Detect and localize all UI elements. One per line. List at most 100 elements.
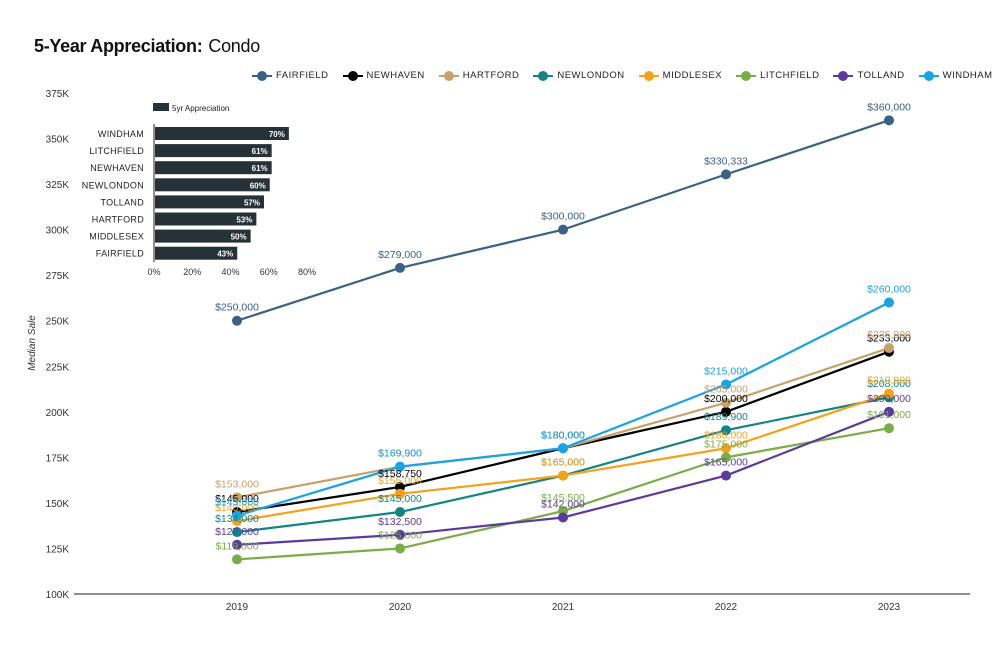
data-point-fairfield [558,224,568,235]
legend-item-tolland: TOLLAND [833,70,904,81]
y-tick-label: 225K [46,362,70,373]
inset-category-label: MIDDLESEX [89,232,144,242]
data-point-tolland [721,470,731,481]
x-tick-label: 2022 [715,602,738,613]
data-point-tolland [558,512,568,523]
inset-bar-litchfield [155,144,272,158]
chart-title-main: 5-Year Appreciation: [34,36,203,56]
chart-title: 5-Year Appreciation: Condo [34,36,260,57]
data-label-fairfield: $250,000 [215,302,259,314]
inset-category-label: LITCHFIELD [89,146,144,156]
inset-bar-fairfield [155,246,238,260]
inset-x-tick-label: 20% [183,267,201,277]
data-label-newlondon: $189,900 [704,411,748,423]
inset-bar-value: 43% [217,250,233,259]
inset-x-tick-label: 60% [260,267,278,277]
legend-label: NEWLONDON [557,70,625,81]
inset-legend-label: 5yr Appreciation [172,104,229,113]
data-point-hartford [884,343,894,354]
data-point-litchfield [884,423,894,434]
data-label-litchfield: $191,000 [867,409,911,421]
data-label-middlesex: $210,000 [867,375,911,387]
inset-legend-swatch [153,103,169,111]
inset-category-label: NEWLONDON [82,180,144,190]
data-point-windham [232,510,242,521]
legend-label: FAIRFIELD [276,70,329,81]
data-label-newhaven: $145,000 [215,493,259,505]
legend-swatch [736,70,757,81]
legend-swatch [252,70,272,81]
x-tick-label: 2021 [552,602,575,613]
data-point-hartford [721,397,731,408]
inset-bar-middlesex [155,229,251,243]
data-point-middlesex [884,388,894,399]
data-point-fairfield [232,315,242,326]
data-label-hartford: $235,000 [867,329,911,341]
inset-category-label: FAIRFIELD [96,249,144,259]
data-point-fairfield [884,115,894,126]
y-tick-label: 150K [46,499,70,510]
data-point-newlondon [721,425,731,436]
y-axis-label: Median Sale [27,315,38,371]
legend-swatch [918,70,939,81]
data-label-fairfield: $360,000 [867,101,911,113]
data-label-middlesex: $165,000 [541,457,585,469]
x-tick-label: 2023 [878,602,901,613]
inset-x-tick-label: 40% [221,267,239,277]
legend-swatch [342,70,363,81]
data-label-newlondon: $134,000 [215,513,259,525]
data-point-litchfield [232,554,242,565]
inset-category-label: TOLLAND [101,197,145,207]
data-label-windham: $143,000 [215,497,259,509]
data-point-tolland [884,406,894,417]
inset-bar-tolland [155,195,265,209]
data-point-newlondon [232,527,242,538]
y-tick-label: 350K [46,135,70,146]
data-label-windham: $169,900 [378,448,422,460]
data-label-newlondon: $145,000 [378,493,422,505]
data-label-hartford: $205,000 [704,384,748,396]
data-label-fairfield: $300,000 [541,211,585,223]
legend-item-litchfield: LITCHFIELD [736,70,819,81]
inset-bar-value: 50% [231,233,247,242]
inset-bar-value: 61% [252,164,268,173]
data-label-newhaven: $233,000 [867,333,911,345]
legend-label: MIDDLESEX [662,70,723,81]
inset-x-tick-label: 0% [147,267,160,277]
data-label-newhaven: $158,750 [378,468,422,480]
x-tick-label: 2019 [226,602,249,613]
y-tick-label: 300K [46,226,70,237]
data-label-tolland: $200,000 [867,393,911,405]
inset-bar-value: 53% [236,216,252,225]
legend-item-fairfield: FAIRFIELD [252,70,329,81]
legend-swatch [833,70,854,81]
data-label-litchfield: $175,000 [704,438,748,450]
inset-bar-hartford [155,212,257,226]
inset-bar-value: 61% [252,147,268,156]
data-point-middlesex [721,443,731,454]
series-line-windham [236,301,890,517]
chart-legend: FAIRFIELD NEWHAVEN HARTFORD NEWLONDON MIDDLE… [252,70,1005,81]
legend-item-middlesex: MIDDLESEX [638,70,723,81]
data-label-hartford: $153,000 [215,478,259,490]
data-label-windham: $260,000 [867,284,911,296]
y-tick-label: 275K [46,271,70,282]
inset-bar-newlondon [155,178,270,192]
data-point-middlesex [558,470,568,481]
data-label-tolland: $142,000 [541,498,585,510]
legend-item-newlondon: NEWLONDON [533,70,624,81]
legend-label: WINDHAM [942,70,993,81]
data-point-fairfield [395,262,405,273]
chart-subtitle: Condo [208,36,260,56]
y-tick-label: 100K [46,590,70,601]
legend-swatch [533,70,554,81]
data-label-windham: $215,000 [704,365,748,377]
data-point-windham [721,379,731,390]
inset-x-tick-label: 80% [298,267,316,277]
legend-swatch [438,70,459,81]
data-point-windham [395,461,405,472]
y-tick-label: 375K [46,89,70,100]
legend-label: TOLLAND [857,70,905,81]
inset-bar-newhaven [155,161,272,175]
